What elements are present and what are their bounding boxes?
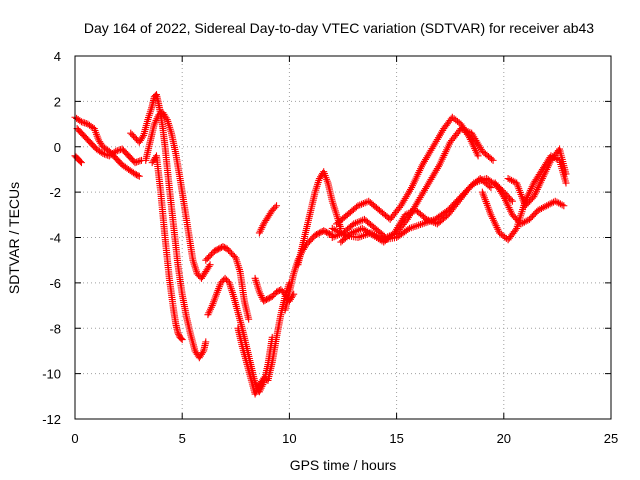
data-point bbox=[474, 152, 482, 160]
x-axis-label: GPS time / hours bbox=[290, 457, 397, 473]
x-tick-label: 15 bbox=[389, 431, 403, 446]
data-point bbox=[508, 197, 516, 205]
y-tick-label: 4 bbox=[54, 49, 61, 64]
data-point bbox=[199, 349, 207, 357]
data-point bbox=[113, 147, 121, 155]
y-axis-label: SDTVAR / TECUs bbox=[6, 182, 22, 294]
series-recovery-10h bbox=[281, 227, 336, 314]
data-point bbox=[133, 158, 141, 166]
series-arc-rise-and-fall-2 bbox=[142, 109, 214, 282]
x-tick-labels: 0 5 10 15 20 25 bbox=[71, 431, 618, 446]
data-point bbox=[245, 315, 253, 323]
data-point bbox=[489, 156, 497, 164]
data-point bbox=[178, 336, 186, 344]
data-point bbox=[100, 150, 108, 158]
data-point bbox=[162, 114, 170, 122]
series-midday-band-d bbox=[328, 175, 516, 244]
y-tick-label: 0 bbox=[54, 140, 61, 155]
data-point bbox=[104, 151, 112, 159]
data-point bbox=[562, 170, 570, 178]
data-point bbox=[97, 148, 105, 156]
series-early-cluster-a bbox=[71, 113, 143, 180]
x-tick-label: 5 bbox=[179, 431, 186, 446]
series-flat-segment-6h bbox=[202, 243, 253, 323]
data-markers bbox=[71, 91, 570, 398]
data-point bbox=[202, 338, 210, 346]
data-point bbox=[175, 330, 183, 338]
data-point bbox=[511, 226, 519, 234]
data-point bbox=[110, 148, 118, 156]
data-point bbox=[131, 159, 139, 167]
data-point bbox=[139, 133, 147, 141]
data-point bbox=[77, 118, 85, 126]
data-point bbox=[117, 146, 125, 154]
data-point bbox=[499, 191, 507, 199]
y-tick-label: -10 bbox=[42, 367, 61, 382]
x-tick-label: 25 bbox=[604, 431, 618, 446]
data-point bbox=[558, 201, 566, 209]
y-tick-labels: 4 2 0 -2 -4 -6 -8 -10 -12 bbox=[42, 49, 61, 427]
data-point bbox=[81, 119, 89, 127]
x-tick-label: 10 bbox=[282, 431, 296, 446]
data-point bbox=[136, 157, 144, 165]
data-point bbox=[134, 157, 142, 165]
data-point bbox=[560, 202, 568, 210]
data-point bbox=[135, 172, 143, 180]
y-tick-label: -2 bbox=[49, 185, 61, 200]
data-point bbox=[507, 196, 515, 204]
data-point bbox=[396, 203, 404, 211]
data-point bbox=[488, 155, 496, 163]
data-point bbox=[99, 150, 107, 158]
series-late-track-c bbox=[504, 145, 570, 210]
data-point bbox=[562, 179, 570, 187]
data-point bbox=[464, 132, 472, 140]
y-tick-label: -8 bbox=[49, 321, 61, 336]
data-point bbox=[112, 147, 120, 155]
y-tick-label: 2 bbox=[54, 94, 61, 109]
series-arc-rise-and-fall-1 bbox=[127, 91, 210, 362]
data-point bbox=[174, 329, 182, 337]
y-tick-label: -12 bbox=[42, 412, 61, 427]
data-point bbox=[134, 171, 142, 179]
data-point bbox=[271, 203, 279, 211]
data-point bbox=[273, 202, 281, 210]
chart-title: Day 164 of 2022, Sidereal Day-to-day VTE… bbox=[84, 20, 594, 36]
x-tick-label: 0 bbox=[71, 431, 78, 446]
series-early-cluster-b bbox=[73, 125, 145, 167]
data-point bbox=[205, 262, 213, 270]
data-point bbox=[76, 117, 84, 125]
data-point bbox=[177, 334, 185, 342]
series-early-cluster-c bbox=[71, 152, 85, 167]
data-point bbox=[76, 157, 84, 165]
series-short-rise-8h bbox=[255, 202, 281, 237]
y-tick-label: -4 bbox=[49, 231, 61, 246]
x-tick-label: 20 bbox=[497, 431, 511, 446]
data-point bbox=[79, 118, 87, 126]
data-point bbox=[206, 261, 214, 269]
y-tick-label: -6 bbox=[49, 276, 61, 291]
series-arc-rise-and-fall-3 bbox=[148, 152, 186, 344]
data-point bbox=[82, 119, 90, 127]
axis-ticks bbox=[74, 55, 612, 420]
data-point bbox=[77, 159, 85, 167]
series-midday-band-b bbox=[333, 113, 482, 228]
data-point bbox=[404, 226, 412, 234]
series-late-track-b bbox=[491, 179, 568, 228]
